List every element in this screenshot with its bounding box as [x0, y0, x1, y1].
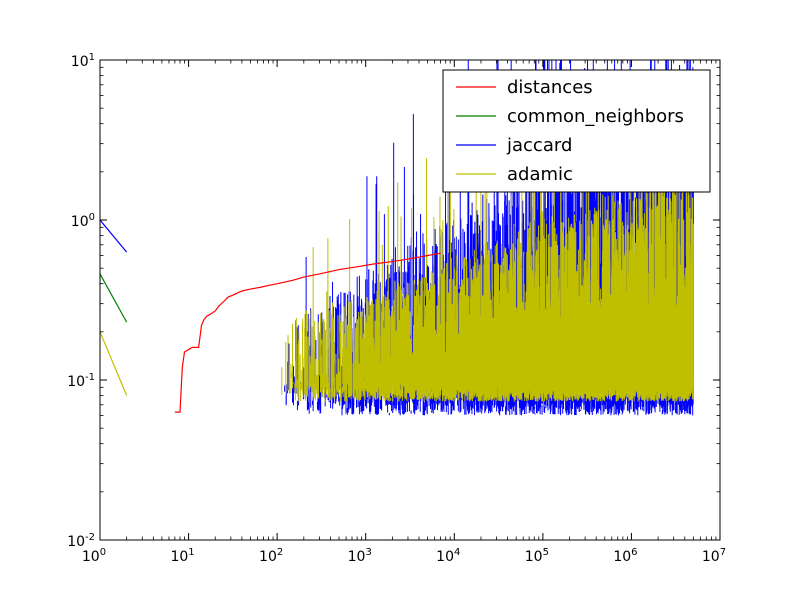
legend-label-distances: distances	[507, 77, 593, 98]
series-distances-line	[174, 252, 441, 413]
x-tick-label: 105	[525, 547, 549, 565]
plot-frame	[99, 59, 721, 541]
legend-box	[442, 69, 711, 193]
y-tick-label: 10-1	[67, 372, 95, 390]
x-tick-label: 104	[436, 547, 460, 565]
y-tick-label: 101	[71, 52, 95, 70]
x-tick-label: 101	[170, 547, 194, 565]
legend-label-jaccard: jaccard	[506, 135, 572, 156]
legend-entry-common-neighbors: common_neighbors	[456, 106, 684, 127]
legend-label-adamic: adamic	[507, 164, 573, 185]
series-common-neighbors-line	[100, 273, 128, 323]
legend-entry-jaccard: jaccard	[456, 135, 572, 156]
x-tick-label: 100	[82, 547, 106, 565]
y-tick-label: 10-2	[67, 532, 95, 550]
series-jaccard-line	[100, 219, 128, 253]
x-tick-label: 102	[259, 547, 283, 565]
y-tick-label: 100	[71, 212, 95, 230]
series-adamic-line	[100, 331, 128, 396]
legend-label-common-neighbors: common_neighbors	[507, 106, 684, 127]
series-layer	[100, 60, 694, 416]
x-tick-label: 106	[613, 547, 637, 565]
legend-entry-adamic: adamic	[456, 164, 573, 185]
x-tick-label: 107	[702, 547, 726, 565]
legend-entry-distances: distances	[456, 77, 593, 98]
series-adamic-noise	[281, 143, 694, 402]
y-tick-labels: 10-2 10-1 100 101	[67, 52, 95, 550]
legend: distances common_neighbors jaccard adami…	[442, 69, 711, 193]
x-tick-label: 103	[348, 547, 372, 565]
x-tick-labels: 100 101 102 103 104 105 106 107	[82, 547, 726, 565]
ticks-layer	[99, 59, 721, 541]
